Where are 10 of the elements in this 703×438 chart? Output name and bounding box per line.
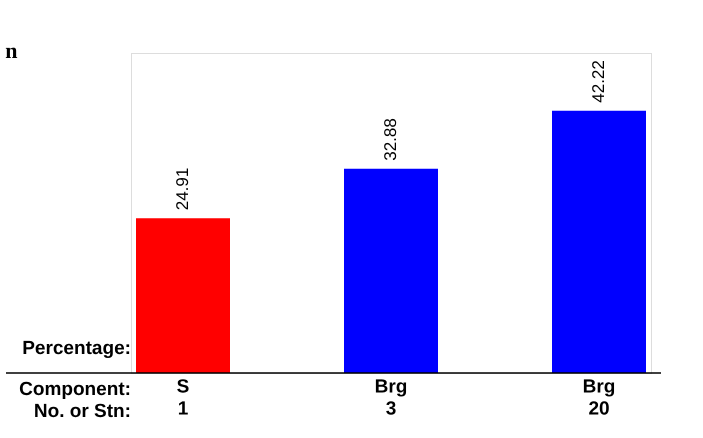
data-label: 32.88 xyxy=(381,118,400,161)
annotation: Percentage: xyxy=(22,338,131,359)
x-tick-label: S 1 xyxy=(176,376,190,420)
text: No. or Stn: xyxy=(34,401,131,422)
chart-title: n xyxy=(5,38,18,63)
x-tick-label: Brg 3 xyxy=(374,376,408,420)
data-label: 42.22 xyxy=(589,60,608,103)
data-label: 24.91 xyxy=(173,168,192,210)
text: Component: xyxy=(19,379,131,400)
x-tick-label: Brg 20 xyxy=(582,376,616,420)
